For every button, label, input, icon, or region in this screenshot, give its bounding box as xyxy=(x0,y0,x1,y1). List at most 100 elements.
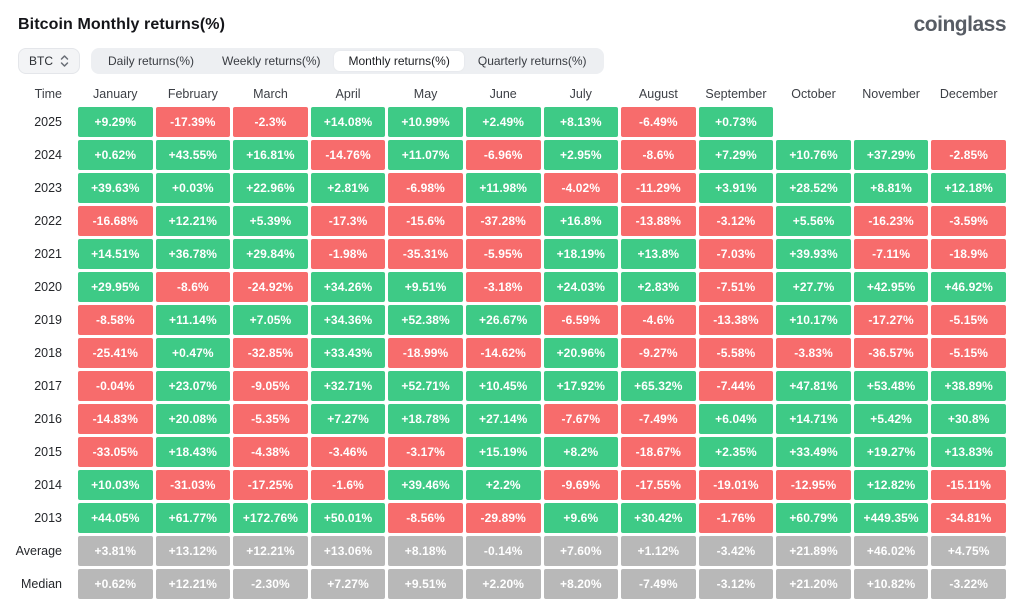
month-header: July xyxy=(569,87,592,101)
return-cell: +34.26% xyxy=(310,272,386,302)
return-cell: -7.11% xyxy=(853,239,929,269)
return-cell: -5.95% xyxy=(465,239,541,269)
return-cell: +3.91% xyxy=(698,173,774,203)
return-cell: -3.83% xyxy=(776,338,851,368)
row-label: 2018 xyxy=(34,346,62,360)
row-label: 2020 xyxy=(34,280,62,294)
return-cell: +47.81% xyxy=(776,371,851,401)
return-cell: +11.07% xyxy=(388,140,463,170)
return-cell: +11.98% xyxy=(465,173,541,203)
return-cell: -7.51% xyxy=(698,272,774,302)
return-cell: +9.29% xyxy=(78,107,153,137)
tab-quarterly[interactable]: Quarterly returns(%) xyxy=(477,54,587,68)
return-cell: +24.03% xyxy=(543,272,619,302)
return-cell: -14.76% xyxy=(310,140,386,170)
return-cell: +39.93% xyxy=(776,239,851,269)
return-cell: +33.43% xyxy=(310,338,386,368)
return-cell: -9.69% xyxy=(543,470,619,500)
return-cell: -18.67% xyxy=(621,437,696,467)
return-cell: +29.95% xyxy=(78,272,153,302)
return-cell: +30.42% xyxy=(621,503,696,533)
return-cell: +8.2% xyxy=(543,437,619,467)
return-cell: +36.78% xyxy=(155,239,231,269)
symbol-select[interactable]: BTC xyxy=(18,48,80,74)
top-bar: Bitcoin Monthly returns(%) coinglass xyxy=(18,0,1007,41)
return-cell: +7.29% xyxy=(698,140,774,170)
month-header: April xyxy=(335,87,361,101)
return-cell: +60.79% xyxy=(776,503,851,533)
return-cell: +0.62% xyxy=(78,140,153,170)
month-header: October xyxy=(791,87,836,101)
return-cell: -16.23% xyxy=(853,206,929,236)
tab-daily[interactable]: Daily returns(%) xyxy=(108,54,195,68)
page-title: Bitcoin Monthly returns(%) xyxy=(18,16,226,33)
return-cell: +27.14% xyxy=(465,404,541,434)
return-cell: +6.04% xyxy=(698,404,774,434)
return-cell: -17.55% xyxy=(621,470,696,500)
return-cell: +50.01% xyxy=(310,503,386,533)
month-header: September xyxy=(705,87,767,101)
return-cell: -29.89% xyxy=(465,503,541,533)
return-cell: +5.39% xyxy=(233,206,308,236)
return-cell: -11.29% xyxy=(621,173,696,203)
return-cell: +38.89% xyxy=(931,371,1006,401)
month-header: June xyxy=(489,87,517,101)
return-cell: +44.05% xyxy=(78,503,153,533)
return-cell: +18.43% xyxy=(155,437,231,467)
return-cell xyxy=(931,107,1006,137)
month-header: February xyxy=(167,87,218,101)
return-cell: +21.89% xyxy=(776,536,851,566)
return-cell: +12.21% xyxy=(233,536,308,566)
return-cell: +14.51% xyxy=(78,239,153,269)
return-cell: -16.68% xyxy=(78,206,153,236)
row-label: 2021 xyxy=(34,247,62,261)
return-cell: +2.20% xyxy=(465,569,541,599)
return-cell: +15.19% xyxy=(465,437,541,467)
return-cell: +52.38% xyxy=(388,305,463,335)
return-cell: -17.39% xyxy=(155,107,231,137)
coinglass-logo[interactable]: coinglass xyxy=(913,13,1007,36)
return-cell: +46.02% xyxy=(853,536,929,566)
return-cell: +20.08% xyxy=(155,404,231,434)
return-cell: +10.45% xyxy=(465,371,541,401)
return-cell: +21.20% xyxy=(776,569,851,599)
return-cell: +0.62% xyxy=(78,569,153,599)
return-cell: -34.81% xyxy=(931,503,1006,533)
return-cell: +42.95% xyxy=(853,272,929,302)
return-cell: +0.47% xyxy=(155,338,231,368)
return-cell: +10.82% xyxy=(853,569,929,599)
return-cell: -7.44% xyxy=(698,371,774,401)
return-cell: +14.08% xyxy=(310,107,386,137)
return-cell: -25.41% xyxy=(78,338,153,368)
row-label: 2016 xyxy=(34,412,62,426)
row-label: 2025 xyxy=(34,115,62,129)
return-cell: +18.19% xyxy=(543,239,619,269)
return-cell: -31.03% xyxy=(155,470,231,500)
return-cell: +3.81% xyxy=(78,536,153,566)
return-cell: +7.27% xyxy=(310,404,386,434)
return-cell: +7.27% xyxy=(310,569,386,599)
up-down-chevrons-icon xyxy=(60,54,69,68)
return-cell: +1.12% xyxy=(621,536,696,566)
return-cell: +14.71% xyxy=(776,404,851,434)
return-cell: -19.01% xyxy=(698,470,774,500)
return-cell: +7.60% xyxy=(543,536,619,566)
return-cell: +29.84% xyxy=(233,239,308,269)
return-cell: +39.63% xyxy=(78,173,153,203)
row-label: 2024 xyxy=(34,148,62,162)
row-label: 2013 xyxy=(34,511,62,525)
return-cell: -9.05% xyxy=(233,371,308,401)
tab-weekly[interactable]: Weekly returns(%) xyxy=(222,54,321,68)
return-cell: +65.32% xyxy=(621,371,696,401)
return-cell xyxy=(854,107,929,137)
tab-monthly[interactable]: Monthly returns(%) xyxy=(334,51,464,71)
return-cell: -5.15% xyxy=(931,338,1006,368)
return-cell: +2.49% xyxy=(465,107,541,137)
return-cell: +5.42% xyxy=(853,404,929,434)
return-cell: -8.58% xyxy=(78,305,153,335)
return-cell: -1.6% xyxy=(310,470,386,500)
return-cell: -6.59% xyxy=(543,305,619,335)
month-header: November xyxy=(862,87,920,101)
return-cell: -24.92% xyxy=(233,272,308,302)
return-cell: +37.29% xyxy=(853,140,929,170)
